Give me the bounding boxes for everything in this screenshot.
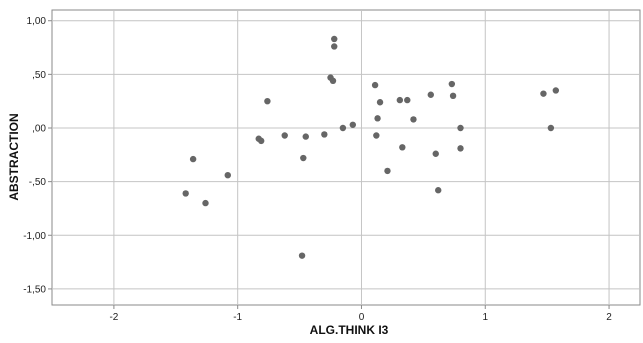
y-tick-label: -,50 xyxy=(29,177,47,188)
scatter-point xyxy=(349,121,357,128)
y-tick-label: -1,00 xyxy=(23,231,46,242)
scatter-point xyxy=(329,77,337,85)
scatter-point xyxy=(399,144,406,151)
x-axis-title: ALG.THINK I3 xyxy=(310,323,389,337)
scatter-point xyxy=(224,172,231,179)
x-tick-label: 0 xyxy=(359,312,365,323)
scatter-point xyxy=(331,35,338,43)
y-axis-title: ABSTRACTION xyxy=(7,113,21,200)
scatter-point xyxy=(331,43,338,50)
scatter-point xyxy=(202,199,209,207)
scatter-point xyxy=(384,167,391,175)
scatter-point xyxy=(410,116,417,123)
scatter-point xyxy=(373,132,380,139)
scatter-point xyxy=(182,190,189,197)
x-tick-label: 2 xyxy=(606,312,612,323)
scatter-point xyxy=(552,87,560,94)
scatter-point xyxy=(300,154,307,162)
y-tick-label: 1,00 xyxy=(27,16,47,27)
scatter-point xyxy=(435,187,442,194)
scatter-point xyxy=(404,96,411,104)
scatter-point xyxy=(189,155,197,163)
tick-labels: -2 -1 0 1 2 1,00 ,50 ,00 -,50 -1,00 -1,50 xyxy=(23,16,612,323)
scatter-point xyxy=(396,96,404,104)
scatter-point xyxy=(321,131,328,138)
x-tick-label: -2 xyxy=(109,312,118,323)
scatter-point xyxy=(427,91,434,98)
plot-area xyxy=(51,9,641,306)
scatter-point xyxy=(448,80,456,88)
scatter-point xyxy=(449,92,457,100)
y-tick-label: ,00 xyxy=(32,124,46,135)
x-tick-label: -1 xyxy=(233,312,242,323)
scatter-point xyxy=(264,97,271,105)
scatter-point xyxy=(371,81,379,89)
scatter-point xyxy=(376,99,384,106)
x-tick-label: 1 xyxy=(482,312,488,323)
scatter-point xyxy=(339,124,347,132)
scatter-point xyxy=(302,133,309,140)
scatter-point xyxy=(547,124,555,132)
scatter-point xyxy=(298,252,306,259)
y-tick-label: -1,50 xyxy=(23,284,46,295)
scatter-point xyxy=(457,145,464,152)
data-points xyxy=(182,35,560,259)
scatter-point xyxy=(258,137,265,145)
y-tick-label: ,50 xyxy=(32,70,46,81)
gridlines xyxy=(48,10,640,309)
scatter-point xyxy=(540,90,547,97)
scatter-point xyxy=(281,132,288,139)
scatter-point xyxy=(374,115,381,122)
scatter-point xyxy=(432,150,439,157)
scatter-point xyxy=(457,124,464,132)
